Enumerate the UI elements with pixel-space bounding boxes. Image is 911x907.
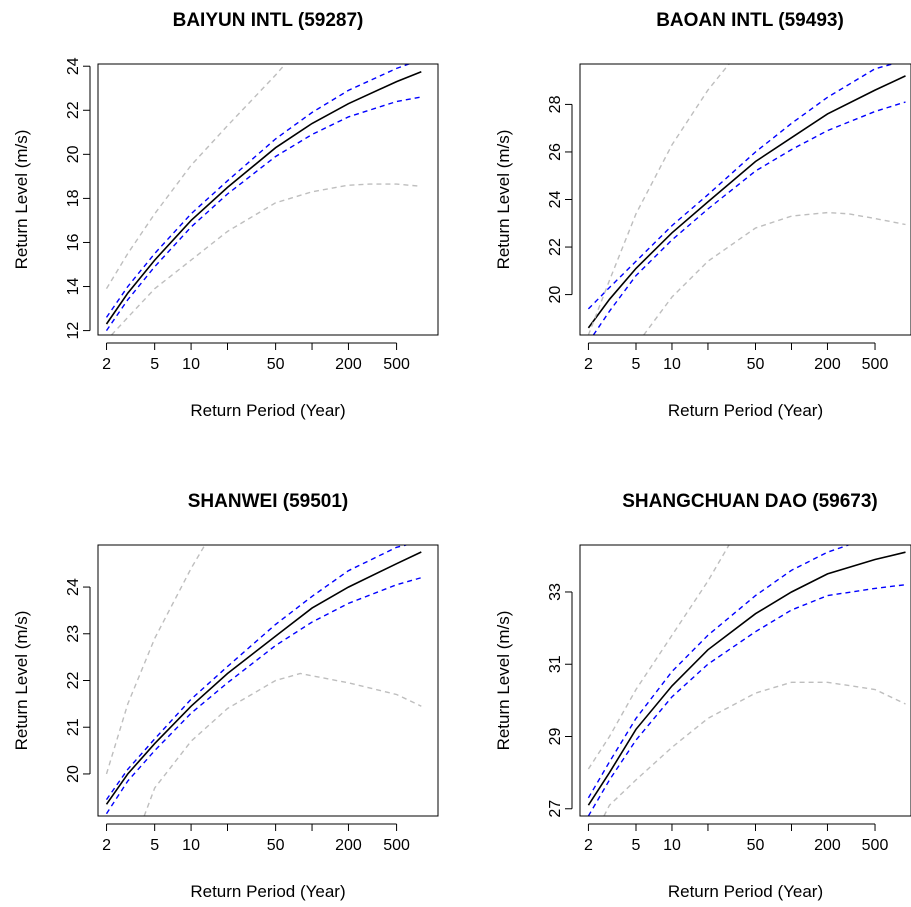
x-tick-label: 500 <box>383 837 410 854</box>
x-tick-label: 2 <box>584 837 593 854</box>
confidence-band-line <box>105 64 412 318</box>
x-tick-label: 200 <box>335 356 362 373</box>
return-level-line <box>105 70 422 325</box>
return-level-line <box>587 551 906 806</box>
plot-frame <box>97 544 439 817</box>
x-tick-label: 500 <box>862 837 889 854</box>
outer-bound-line <box>587 545 730 770</box>
confidence-band-line <box>105 96 422 331</box>
x-tick-label: 200 <box>814 837 841 854</box>
y-tick-label: 12 <box>65 322 82 340</box>
y-tick-label: 23 <box>65 625 82 643</box>
chart-title: SHANGCHUAN DAO (59673) <box>622 491 878 512</box>
y-tick-label: 33 <box>547 583 564 601</box>
y-tick-label: 27 <box>547 800 564 818</box>
return-level-line <box>587 75 906 329</box>
chart-title: SHANWEI (59501) <box>188 491 349 512</box>
x-tick-label: 50 <box>267 837 285 854</box>
x-tick-label: 50 <box>747 356 765 373</box>
x-axis-label: Return Period (Year) <box>668 882 823 901</box>
x-tick-label: 500 <box>862 356 889 373</box>
x-tick-label: 50 <box>267 356 285 373</box>
x-tick-label: 5 <box>150 356 159 373</box>
y-axis-label: Return Level (m/s) <box>494 611 513 751</box>
confidence-band-line <box>587 545 849 799</box>
y-axis-label: Return Level (m/s) <box>12 611 31 751</box>
x-tick-label: 5 <box>150 837 159 854</box>
x-tick-label: 10 <box>663 837 681 854</box>
outer-bound-line <box>603 681 906 816</box>
x-tick-label: 5 <box>632 837 641 854</box>
y-axis-label: Return Level (m/s) <box>494 130 513 270</box>
x-tick-label: 200 <box>814 356 841 373</box>
x-axis-label: Return Period (Year) <box>668 401 823 420</box>
y-axis-label: Return Level (m/s) <box>12 130 31 270</box>
x-tick-label: 2 <box>584 356 593 373</box>
y-tick-label: 22 <box>65 672 82 690</box>
confidence-band-line <box>105 545 407 801</box>
x-tick-label: 2 <box>102 356 111 373</box>
outer-bound-line <box>105 545 206 775</box>
chart-panel: SHANWEI (59501) 2 5 10 50 200 500 Return Period… <box>12 491 439 901</box>
chart-panel: BAOAN INTL (59493) 2 5 10 50 200 500 Return Per… <box>494 10 911 420</box>
y-tick-label: 16 <box>65 233 82 251</box>
x-tick-label: 10 <box>663 356 681 373</box>
y-tick-label: 20 <box>65 765 82 783</box>
y-tick-label: 31 <box>547 655 564 673</box>
outer-bound-line <box>110 183 422 335</box>
y-tick-label: 26 <box>547 143 564 161</box>
confidence-band-line <box>587 584 906 816</box>
y-tick-label: 28 <box>547 95 564 113</box>
y-tick-label: 21 <box>65 718 82 736</box>
chart-title: BAIYUN INTL (59287) <box>173 10 364 31</box>
outer-bound-line <box>143 672 422 816</box>
chart-panel: SHANGCHUAN DAO (59673) 2 5 10 50 200 500 Return… <box>494 491 911 901</box>
return-level-line <box>105 551 422 805</box>
y-tick-label: 18 <box>65 189 82 207</box>
y-tick-label: 29 <box>547 728 564 746</box>
x-tick-label: 200 <box>335 837 362 854</box>
y-tick-label: 24 <box>65 578 82 596</box>
x-axis-label: Return Period (Year) <box>190 882 345 901</box>
x-tick-label: 50 <box>747 837 765 854</box>
confidence-band-line <box>105 577 422 815</box>
x-axis-label: Return Period (Year) <box>190 401 345 420</box>
plot-frame <box>579 544 911 817</box>
chart-title: BAOAN INTL (59493) <box>656 10 844 31</box>
plot-frame <box>579 63 911 336</box>
x-tick-label: 10 <box>182 356 200 373</box>
y-tick-label: 22 <box>65 101 82 119</box>
chart-panel: BAIYUN INTL (59287) 2 5 10 50 200 500 Return Pe… <box>12 10 439 420</box>
y-tick-label: 24 <box>65 57 82 75</box>
confidence-band-line <box>587 64 893 310</box>
y-tick-label: 20 <box>547 286 564 304</box>
x-tick-label: 10 <box>182 837 200 854</box>
y-tick-label: 22 <box>547 238 564 256</box>
x-tick-label: 2 <box>102 837 111 854</box>
x-tick-label: 500 <box>383 356 410 373</box>
outer-bound-line <box>587 64 730 335</box>
y-tick-label: 14 <box>65 278 82 296</box>
plot-frame <box>97 63 439 336</box>
outer-bound-line <box>643 211 906 335</box>
confidence-band-line <box>592 101 906 335</box>
x-tick-label: 5 <box>632 356 641 373</box>
y-tick-label: 20 <box>65 145 82 163</box>
outer-bound-line <box>105 64 286 290</box>
y-tick-label: 24 <box>547 191 564 209</box>
